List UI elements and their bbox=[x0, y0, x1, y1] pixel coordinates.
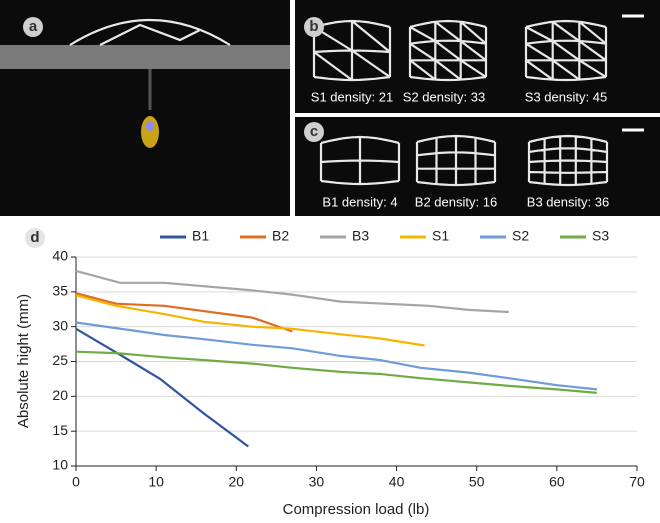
legend-label: S2 bbox=[512, 228, 529, 244]
figure: a b c d S1 density: 21 S2 density: 33 S3… bbox=[0, 0, 660, 523]
y-tick-label: 30 bbox=[52, 317, 68, 333]
x-axis-title: Compression load (lb) bbox=[283, 501, 430, 518]
legend-label: B3 bbox=[352, 228, 369, 244]
y-tick-label: 40 bbox=[52, 248, 68, 264]
caption: S2 density: 33 bbox=[403, 89, 485, 104]
x-tick-label: 70 bbox=[629, 474, 645, 490]
sensor-light bbox=[146, 121, 154, 131]
caption: B3 density: 36 bbox=[527, 194, 609, 209]
y-tick-label: 15 bbox=[52, 422, 68, 438]
panel-label: d bbox=[30, 229, 39, 246]
caption: S1 density: 21 bbox=[311, 89, 393, 104]
series-line bbox=[76, 352, 597, 393]
legend-label: S1 bbox=[432, 228, 449, 244]
x-tick-label: 30 bbox=[309, 474, 325, 490]
sensor bbox=[141, 116, 159, 148]
x-tick-label: 40 bbox=[389, 474, 405, 490]
plate bbox=[0, 45, 290, 69]
legend-label: S3 bbox=[592, 228, 609, 244]
x-tick-label: 60 bbox=[549, 474, 565, 490]
y-tick-label: 25 bbox=[52, 352, 68, 368]
panel-label: c bbox=[310, 123, 318, 140]
x-tick-label: 0 bbox=[72, 474, 80, 490]
x-tick-label: 20 bbox=[228, 474, 244, 490]
y-tick-label: 20 bbox=[52, 387, 68, 403]
x-tick-label: 10 bbox=[148, 474, 164, 490]
legend-label: B2 bbox=[272, 228, 289, 244]
caption: B2 density: 16 bbox=[415, 194, 497, 209]
panel-label: a bbox=[29, 18, 38, 35]
y-tick-label: 35 bbox=[52, 283, 68, 299]
y-axis-title: Absolute hight (mm) bbox=[15, 294, 32, 428]
panel-label: b bbox=[309, 18, 318, 35]
series-line bbox=[76, 293, 292, 331]
series-line bbox=[76, 329, 248, 447]
y-tick-label: 10 bbox=[52, 457, 68, 473]
photo-panel bbox=[0, 0, 290, 216]
legend-label: B1 bbox=[192, 228, 209, 244]
caption: S3 density: 45 bbox=[525, 89, 607, 104]
caption: B1 density: 4 bbox=[322, 194, 397, 209]
x-tick-label: 50 bbox=[469, 474, 485, 490]
